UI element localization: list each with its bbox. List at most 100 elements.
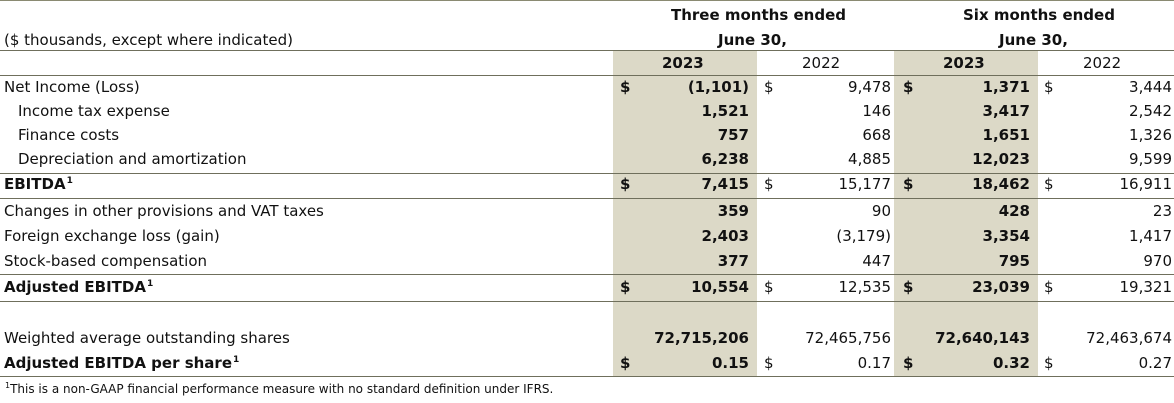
table-cell: 428 xyxy=(998,202,1030,220)
row-divider xyxy=(0,301,1174,302)
three-months-title: Three months ended xyxy=(671,6,846,24)
footnote-text: This is a non-GAAP financial performance… xyxy=(10,382,554,396)
table-cell: (3,179) xyxy=(836,227,891,245)
table-cell: 447 xyxy=(862,252,891,270)
table-cell: 0.15 xyxy=(711,354,749,372)
table-cell: 7,415 xyxy=(701,175,749,193)
table-cell: 72,463,674 xyxy=(1086,329,1172,347)
currency-symbol: $ xyxy=(764,278,774,296)
table-cell: 970 xyxy=(1143,252,1172,270)
table-cell: 72,465,756 xyxy=(805,329,891,347)
row-label: Adjusted EBITDA1 xyxy=(4,277,153,300)
currency-symbol: $ xyxy=(1044,278,1054,296)
row-label: Changes in other provisions and VAT taxe… xyxy=(4,201,324,221)
row-divider xyxy=(0,173,1174,174)
top-border xyxy=(0,0,1174,1)
row-label: Adjusted EBITDA per share1 xyxy=(4,353,239,376)
currency-symbol: $ xyxy=(620,354,631,372)
row-divider xyxy=(0,274,1174,275)
footnote-marker: 1 xyxy=(5,381,11,390)
year-2022-three-months: 2022 xyxy=(802,54,841,72)
row-divider xyxy=(0,50,1174,51)
footnote-reference: 1 xyxy=(66,176,73,186)
table-cell: 72,640,143 xyxy=(935,329,1030,347)
row-label: EBITDA1 xyxy=(4,174,73,197)
year-2023-three-months: 2023 xyxy=(662,54,704,72)
table-cell: 10,554 xyxy=(691,278,749,296)
row-label-text: Net Income (Loss) xyxy=(4,78,140,96)
row-label: Net Income (Loss) xyxy=(4,77,140,97)
six-months-title: Six months ended xyxy=(963,6,1115,24)
six-months-date: June 30, xyxy=(999,31,1068,49)
table-cell: 377 xyxy=(717,252,749,270)
currency-symbol: $ xyxy=(1044,78,1054,96)
row-divider xyxy=(0,376,1174,377)
row-divider xyxy=(0,75,1174,76)
table-cell: 15,177 xyxy=(838,175,892,193)
table-cell: 12,535 xyxy=(838,278,892,296)
table-cell: 0.17 xyxy=(857,354,891,372)
table-cell: 1,371 xyxy=(982,78,1030,96)
table-cell: 1,521 xyxy=(701,102,749,120)
currency-symbol: $ xyxy=(620,278,631,296)
table-cell: 795 xyxy=(998,252,1030,270)
currency-symbol: $ xyxy=(903,278,914,296)
row-label-text: EBITDA xyxy=(4,175,66,193)
row-label: Weighted average outstanding shares xyxy=(4,328,290,348)
row-label-text: Adjusted EBITDA xyxy=(4,278,146,296)
row-label: Foreign exchange loss (gain) xyxy=(4,226,220,246)
row-label-text: Stock-based compensation xyxy=(4,252,208,270)
table-cell: 72,715,206 xyxy=(654,329,749,347)
table-cell: 3,444 xyxy=(1129,78,1172,96)
row-label: Depreciation and amortization xyxy=(18,149,246,169)
currency-symbol: $ xyxy=(903,354,914,372)
table-cell: 19,321 xyxy=(1119,278,1173,296)
row-label-text: Depreciation and amortization xyxy=(18,150,247,168)
row-label: Income tax expense xyxy=(18,101,170,121)
currency-symbol: $ xyxy=(620,78,631,96)
table-cell: 12,023 xyxy=(972,150,1030,168)
table-cell: 2,403 xyxy=(701,227,749,245)
table-cell: 0.27 xyxy=(1138,354,1172,372)
table-cell: 668 xyxy=(862,126,891,144)
table-cell: 0.32 xyxy=(992,354,1030,372)
row-label: Stock-based compensation xyxy=(4,251,207,271)
row-label-text: Adjusted EBITDA per share xyxy=(4,354,233,372)
shade-2023-six-months xyxy=(894,51,1038,376)
currency-symbol: $ xyxy=(903,78,914,96)
table-cell: (1,101) xyxy=(687,78,749,96)
table-cell: 1,417 xyxy=(1129,227,1172,245)
currency-symbol: $ xyxy=(764,175,774,193)
table-cell: 18,462 xyxy=(972,175,1030,193)
three-months-date: June 30, xyxy=(718,31,787,49)
table-cell: 9,478 xyxy=(848,78,891,96)
table-cell: 1,326 xyxy=(1129,126,1172,144)
footnote-reference: 1 xyxy=(233,355,240,365)
row-label-text: Foreign exchange loss (gain) xyxy=(4,227,220,245)
row-label-text: Income tax expense xyxy=(18,102,170,120)
table-cell: 2,542 xyxy=(1129,102,1172,120)
table-cell: 9,599 xyxy=(1129,150,1172,168)
table-cell: 16,911 xyxy=(1119,175,1173,193)
year-2023-six-months: 2023 xyxy=(943,54,985,72)
table-cell: 3,354 xyxy=(982,227,1030,245)
currency-symbol: $ xyxy=(1044,354,1054,372)
footnote-reference: 1 xyxy=(146,279,154,289)
units-note: ($ thousands, except where indicated) xyxy=(4,31,293,49)
table-cell: 146 xyxy=(862,102,891,120)
table-cell: 23,039 xyxy=(972,278,1030,296)
footnote: 1This is a non-GAAP financial performanc… xyxy=(4,379,553,401)
shade-2023-three-months xyxy=(613,51,757,376)
currency-symbol: $ xyxy=(764,354,774,372)
table-cell: 4,885 xyxy=(848,150,891,168)
row-label-text: Changes in other provisions and VAT taxe… xyxy=(4,202,324,220)
currency-symbol: $ xyxy=(903,175,914,193)
year-2022-six-months: 2022 xyxy=(1083,54,1122,72)
table-cell: 359 xyxy=(717,202,749,220)
currency-symbol: $ xyxy=(620,175,631,193)
row-label: Finance costs xyxy=(18,125,119,145)
table-cell: 3,417 xyxy=(982,102,1030,120)
table-cell: 1,651 xyxy=(982,126,1030,144)
table-cell: 90 xyxy=(871,202,891,220)
row-divider xyxy=(0,198,1174,199)
